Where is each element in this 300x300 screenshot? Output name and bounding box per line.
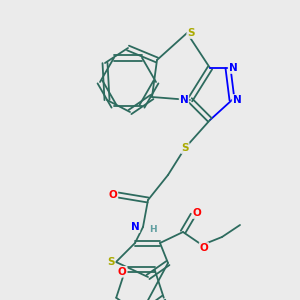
Text: N: N bbox=[229, 63, 237, 73]
Text: S: S bbox=[181, 143, 189, 153]
Text: H: H bbox=[149, 226, 157, 235]
Text: O: O bbox=[200, 243, 208, 253]
Text: S: S bbox=[107, 257, 115, 267]
Text: N: N bbox=[180, 95, 188, 105]
Text: O: O bbox=[118, 267, 127, 277]
Text: N: N bbox=[130, 222, 140, 232]
Text: O: O bbox=[193, 208, 201, 218]
Text: O: O bbox=[109, 190, 117, 200]
Text: S: S bbox=[187, 28, 195, 38]
Text: N: N bbox=[232, 95, 242, 105]
